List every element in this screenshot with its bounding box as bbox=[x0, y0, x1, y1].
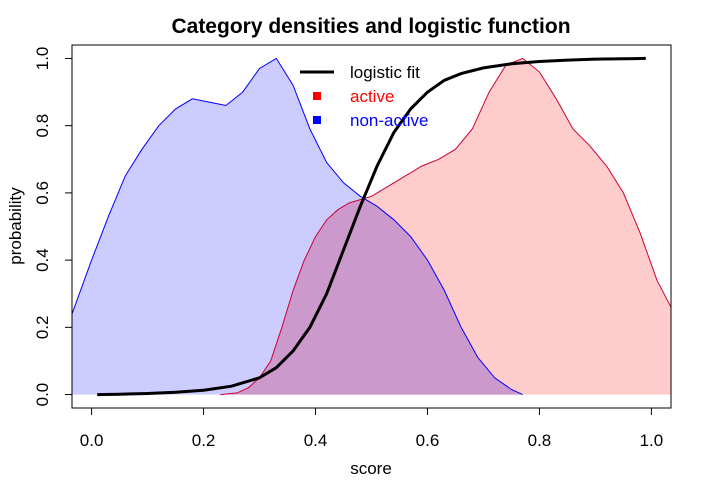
x-axis: 0.0 0.2 0.4 0.6 0.8 1.0 bbox=[80, 408, 663, 450]
x-tick-label: 1.0 bbox=[640, 431, 664, 450]
y-axis: 0.0 0.2 0.4 0.6 0.8 1.0 bbox=[33, 47, 72, 407]
y-tick-label: 0.6 bbox=[33, 181, 52, 205]
legend-label: logistic fit bbox=[350, 63, 420, 82]
active-density-line bbox=[220, 57, 671, 396]
legend-label: active bbox=[350, 87, 394, 106]
legend-label: non-active bbox=[350, 111, 428, 130]
x-tick-label: 0.2 bbox=[192, 431, 216, 450]
non-active-density-line bbox=[72, 57, 523, 396]
plot-frame bbox=[71, 44, 672, 409]
legend-square-swatch bbox=[313, 92, 321, 100]
x-tick-label: 0.4 bbox=[304, 431, 328, 450]
y-tick-label: 0.8 bbox=[33, 114, 52, 138]
y-tick-label: 1.0 bbox=[33, 47, 52, 71]
x-tick-label: 0.6 bbox=[416, 431, 440, 450]
y-tick-label: 0.0 bbox=[33, 383, 52, 407]
x-axis-label: score bbox=[350, 459, 392, 478]
legend: logistic fit active non-active bbox=[300, 63, 428, 130]
legend-square-swatch bbox=[313, 116, 321, 124]
plot-area bbox=[72, 56, 671, 397]
y-tick-label: 0.4 bbox=[33, 248, 52, 272]
logistic-fit-line bbox=[97, 56, 646, 397]
y-tick-label: 0.2 bbox=[33, 316, 52, 340]
x-tick-label: 0.8 bbox=[528, 431, 552, 450]
chart-title: Category densities and logistic function bbox=[171, 15, 570, 38]
x-tick-label: 0.0 bbox=[80, 431, 104, 450]
y-axis-label: probability bbox=[6, 187, 25, 265]
